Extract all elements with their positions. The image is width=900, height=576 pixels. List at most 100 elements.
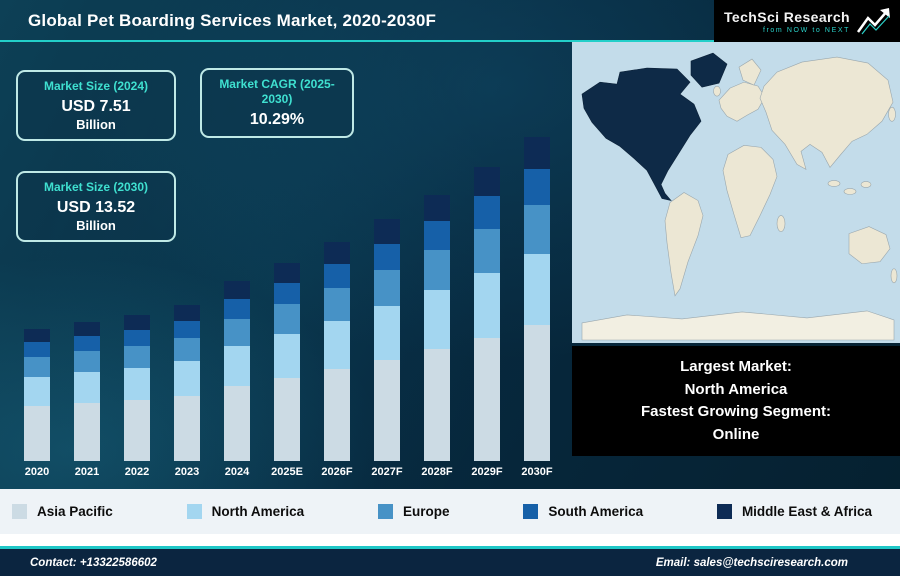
stacked-bar <box>174 304 200 461</box>
footer-email: Email: sales@techsciresearch.com <box>655 556 848 569</box>
legend-swatch <box>523 504 539 519</box>
bar-segment-middle-east-africa <box>224 281 250 300</box>
legend-footer-gap <box>0 534 900 546</box>
chart-column: 2021 <box>62 128 112 478</box>
bar-segment-asia-pacific <box>324 369 350 461</box>
stacked-bar <box>374 219 400 461</box>
bar-segment-europe <box>324 288 350 321</box>
bar-segment-europe <box>24 356 50 377</box>
map-uk <box>713 85 721 97</box>
chart-column: 2025E <box>262 128 312 478</box>
stacked-bar <box>424 194 450 461</box>
bar-segment-asia-pacific <box>424 349 450 461</box>
bar-segment-north-america <box>324 320 350 369</box>
bar-segment-south-america <box>274 282 300 305</box>
stat-card-value: 10.29% <box>249 111 305 128</box>
bar-segment-south-america <box>424 221 450 251</box>
legend-item: Middle East & Africa <box>716 504 872 519</box>
x-axis-label: 2027F <box>371 466 403 478</box>
map-japan <box>888 106 896 122</box>
map-north-america-highlight <box>581 67 702 202</box>
x-axis-label: 2022 <box>124 466 150 478</box>
x-axis-label: 2025E <box>271 466 303 478</box>
bar-segment-middle-east-africa <box>424 194 450 222</box>
x-axis-label: 2020 <box>24 466 50 478</box>
footer-bar: Contact: +13322586602 Email: sales@techs… <box>0 546 900 576</box>
stacked-bar <box>324 242 350 461</box>
info-box-line: Online <box>712 425 760 443</box>
map-africa <box>722 145 778 239</box>
bar-segment-middle-east-africa <box>474 166 500 197</box>
map-madagascar <box>776 215 786 232</box>
map-australia <box>848 226 891 265</box>
bar-segment-asia-pacific <box>24 405 50 461</box>
bar-segment-north-america <box>124 367 150 400</box>
stacked-bar <box>274 262 300 461</box>
bar-segment-europe <box>474 228 500 273</box>
logo-tagline: from NOW to NEXT <box>762 26 850 34</box>
bar-segment-asia-pacific <box>124 399 150 461</box>
bar-segment-europe <box>524 205 550 254</box>
legend-label: South America <box>548 504 644 519</box>
bar-segment-asia-pacific <box>174 395 200 461</box>
info-box-line: Largest Market: <box>680 358 792 375</box>
x-axis-label: 2023 <box>174 466 200 478</box>
x-axis-label: 2029F <box>471 466 503 478</box>
bar-segment-europe <box>374 270 400 307</box>
stat-card-title: Market Size (2024) <box>43 79 149 93</box>
map-island-2 <box>843 188 857 195</box>
bar-segment-middle-east-africa <box>274 262 300 283</box>
bar-segment-south-america <box>174 320 200 338</box>
legend-swatch <box>186 504 202 519</box>
bar-segment-north-america <box>524 253 550 325</box>
bar-segment-north-america <box>74 371 100 403</box>
bar-segment-south-america <box>374 243 400 271</box>
bar-segment-south-america <box>324 263 350 289</box>
bar-segment-north-america <box>274 334 300 378</box>
bar-segment-asia-pacific <box>74 402 100 461</box>
map-new-zealand <box>890 268 898 284</box>
bar-segment-europe <box>224 318 250 346</box>
stacked-bar <box>224 281 250 461</box>
bar-segment-middle-east-africa <box>524 137 550 170</box>
chart-legend: Asia Pacific North America Europe South Ame… <box>0 489 900 534</box>
stat-card-unit: Billion <box>76 218 116 233</box>
bar-segment-asia-pacific <box>524 324 550 461</box>
bar-segment-middle-east-africa <box>74 321 100 336</box>
map-greenland-highlight <box>690 52 728 88</box>
logo-brand: TechSci Research <box>724 8 850 25</box>
bar-segment-south-america <box>124 329 150 346</box>
bar-segment-europe <box>174 337 200 362</box>
chart-column: 2022 <box>112 128 162 478</box>
bar-segment-middle-east-africa <box>24 328 50 343</box>
chart-column: 2030F <box>512 128 562 478</box>
stat-card-cagr: Market CAGR (2025-2030) 10.29% <box>200 68 354 138</box>
x-axis-label: 2021 <box>74 466 100 478</box>
bar-segment-north-america <box>174 361 200 396</box>
bar-segment-europe <box>124 345 150 368</box>
bar-chart: 2020 2021 2022 2023 2024 2025E 2026F 2027F 2028F… <box>12 128 562 478</box>
stacked-bar <box>24 328 50 461</box>
map-antarctica <box>581 310 895 341</box>
chart-column: 2023 <box>162 128 212 478</box>
bar-segment-south-america <box>24 342 50 357</box>
chart-column: 2020 <box>12 128 62 478</box>
bar-segment-north-america <box>24 376 50 406</box>
legend-swatch <box>12 504 27 519</box>
legend-swatch <box>377 504 393 519</box>
map-europe <box>718 81 766 122</box>
bar-segment-middle-east-africa <box>174 304 200 321</box>
logo-text: TechSci Research from NOW to NEXT <box>724 9 850 34</box>
legend-label: Asia Pacific <box>37 504 113 519</box>
chart-column: 2027F <box>362 128 412 478</box>
stat-card-title: Market CAGR (2025-2030) <box>219 77 335 106</box>
stacked-bar <box>524 137 550 461</box>
bar-segment-europe <box>74 351 100 372</box>
map-south-america <box>664 192 704 297</box>
bar-segment-south-america <box>74 335 100 352</box>
bar-segment-europe <box>274 304 300 335</box>
bar-segment-middle-east-africa <box>374 219 400 244</box>
bar-segment-asia-pacific <box>374 359 400 461</box>
legend-label: North America <box>211 504 305 519</box>
